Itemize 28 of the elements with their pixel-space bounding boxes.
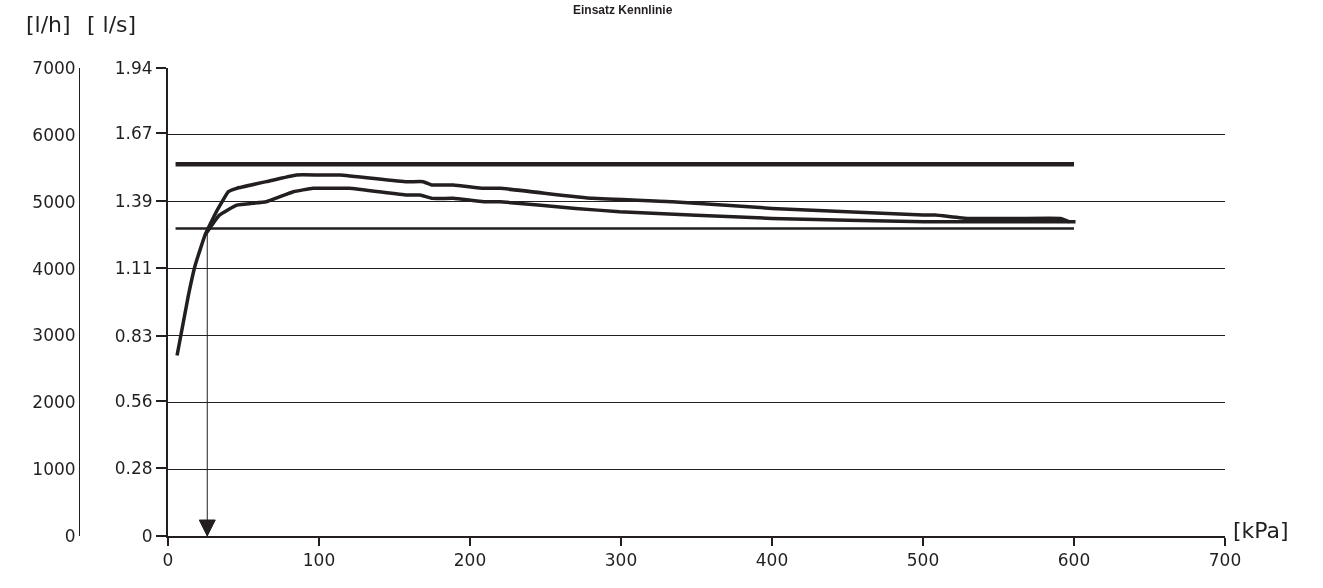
y2-tick-label: 1.39	[114, 190, 153, 211]
x-tick-label: 700	[1208, 550, 1242, 571]
x-tick-label: 600	[1057, 550, 1091, 571]
y2-tick-label: 0.28	[114, 458, 153, 479]
y-axis-title: [l/h]	[26, 12, 71, 37]
y-tick-label: 0	[64, 525, 76, 546]
y-tick-label: 7000	[32, 57, 76, 78]
y-tick-label: 5000	[32, 191, 76, 212]
x-axis-title: [kPa]	[1233, 518, 1289, 543]
y2-tick-label: 0.83	[114, 325, 153, 346]
y-tick-label: 4000	[32, 258, 76, 279]
x-tick-label: 400	[755, 550, 789, 571]
y-tick-label: 3000	[32, 325, 76, 346]
y2-tick-label: 1.67	[114, 123, 153, 144]
x-tick-label: 0	[162, 550, 174, 571]
x-tick-label: 100	[302, 550, 336, 571]
y2-tick-label: 1.94	[114, 57, 153, 78]
y2-tick-label: 1.11	[114, 258, 153, 279]
y2-tick-label: 0	[141, 525, 153, 546]
x-tick-label: 500	[906, 550, 940, 571]
x-tick-label: 200	[453, 550, 487, 571]
x-tick-label: 300	[604, 550, 638, 571]
chart-title: Einsatz Kennlinie	[573, 3, 673, 17]
y-tick-label: 2000	[32, 392, 76, 413]
y2-tick-label: 0.56	[114, 390, 153, 411]
y-tick-label: 6000	[32, 124, 76, 145]
y-tick-label: 1000	[32, 459, 76, 480]
y2-axis-title: [ l/s]	[87, 12, 137, 37]
